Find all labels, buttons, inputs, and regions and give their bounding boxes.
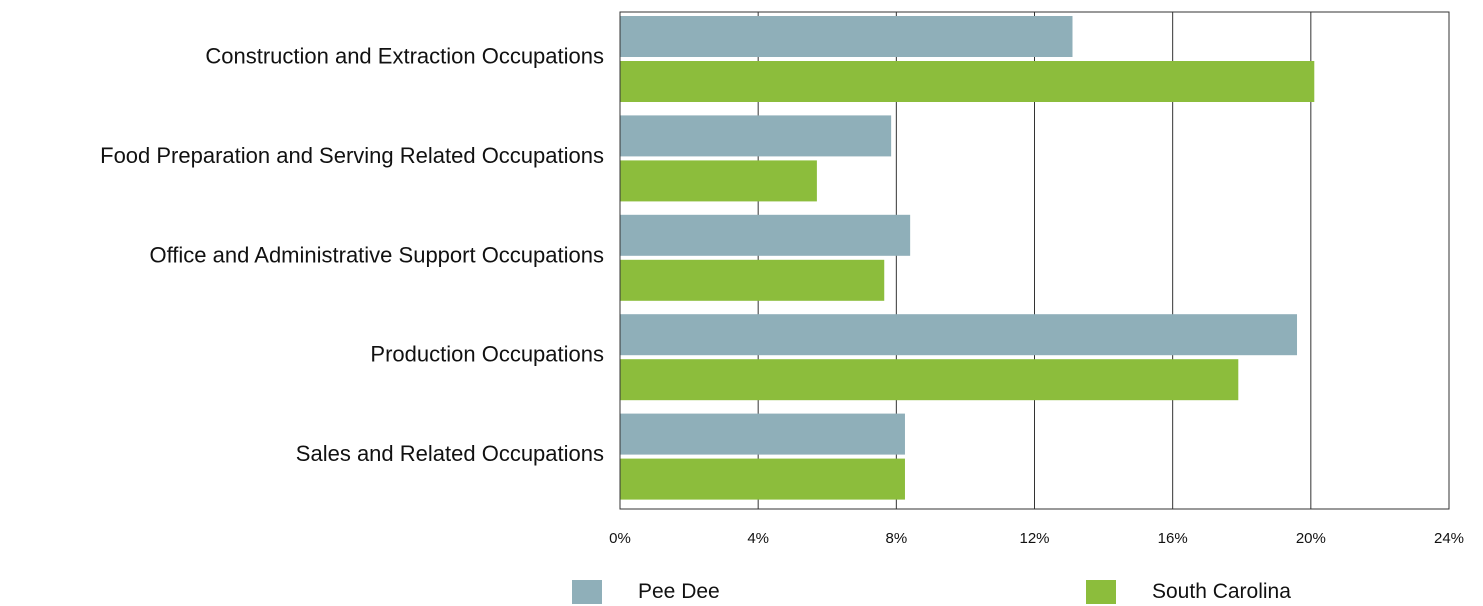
- x-tick-label: 24%: [1434, 530, 1464, 547]
- bar-pee-dee-construction-and-extraction-occupations: [620, 16, 1073, 57]
- bar-chart: Construction and Extraction Occupations F…: [100, 11, 1464, 547]
- bar-south-carolina-construction-and-extraction-occupations: [620, 61, 1315, 102]
- category-label-food-preparation-and-serving-related-occupations: Food Preparation and Serving Related Occ…: [100, 143, 604, 168]
- bar-south-carolina-office-and-administrative-support-occupations: [620, 259, 885, 301]
- legend-label-south-carolina: South Carolina: [1152, 580, 1291, 603]
- x-tick-label: 0%: [609, 530, 631, 547]
- x-tick-label: 20%: [1296, 530, 1326, 547]
- bar-pee-dee-production-occupations: [620, 314, 1298, 356]
- bar-pee-dee-sales-and-related-occupations: [620, 413, 905, 455]
- bar-pee-dee-food-preparation-and-serving-related-occupations: [620, 115, 892, 157]
- category-label-production-occupations: Production Occupations: [370, 342, 604, 367]
- x-tick-label: 16%: [1158, 530, 1188, 547]
- category-label-office-and-administrative-support-occupations: Office and Administrative Support Occupa…: [149, 242, 604, 267]
- legend-item-south-carolina: South Carolina: [1086, 580, 1291, 604]
- x-tick-labels: 0% 4% 8% 12% 16% 20% 24%: [609, 530, 1464, 547]
- legend-label-pee-dee: Pee Dee: [638, 580, 720, 603]
- legend-item-pee-dee: Pee Dee: [572, 580, 720, 604]
- x-tick-label: 8%: [885, 530, 907, 547]
- bar-south-carolina-production-occupations: [620, 359, 1239, 401]
- bar-south-carolina-food-preparation-and-serving-related-occupations: [620, 160, 817, 202]
- legend-swatch-south-carolina: [1086, 580, 1116, 604]
- category-label-sales-and-related-occupations: Sales and Related Occupations: [296, 441, 604, 466]
- bars-group: [620, 16, 1315, 500]
- category-label-construction-and-extraction-occupations: Construction and Extraction Occupations: [205, 44, 604, 69]
- x-tick-label: 4%: [747, 530, 769, 547]
- plot-frame: [619, 11, 1450, 510]
- x-tick-label: 12%: [1019, 530, 1049, 547]
- bar-pee-dee-office-and-administrative-support-occupations: [620, 214, 911, 256]
- bar-south-carolina-sales-and-related-occupations: [620, 458, 905, 500]
- legend-swatch-pee-dee: [572, 580, 602, 604]
- category-labels: Construction and Extraction Occupations F…: [100, 44, 604, 467]
